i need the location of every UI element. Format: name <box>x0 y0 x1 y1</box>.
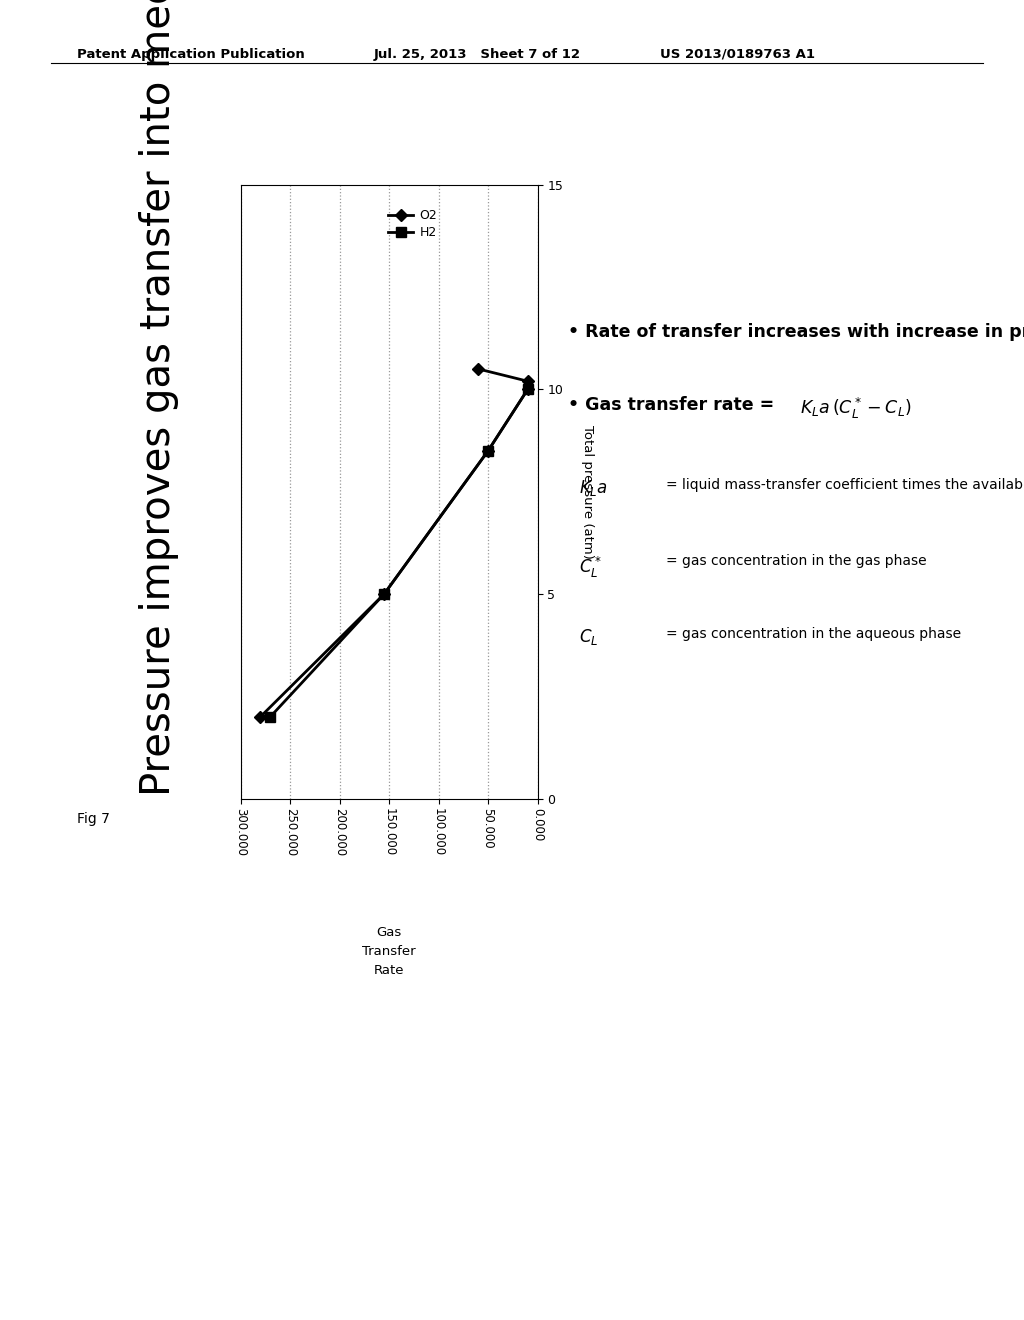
Text: $C^*_L$: $C^*_L$ <box>579 554 601 579</box>
O2 <box>472 362 484 378</box>
O2 <box>482 444 495 459</box>
Text: = gas concentration in the aqueous phase: = gas concentration in the aqueous phase <box>666 627 961 642</box>
Text: $C_L$: $C_L$ <box>579 627 598 647</box>
Line: O2: O2 <box>256 364 531 721</box>
H2 <box>264 709 276 725</box>
Text: • Gas transfer rate =: • Gas transfer rate = <box>568 396 780 414</box>
O2 <box>378 586 390 602</box>
Text: $K_L a\,(C^*_L - C_L)$: $K_L a\,(C^*_L - C_L)$ <box>800 396 911 421</box>
O2 <box>521 381 534 397</box>
Text: US 2013/0189763 A1: US 2013/0189763 A1 <box>660 48 815 61</box>
O2 <box>521 374 534 389</box>
Text: Pressure improves gas transfer into media: Pressure improves gas transfer into medi… <box>138 0 179 796</box>
Legend: O2, H2: O2, H2 <box>388 210 437 239</box>
H2 <box>378 586 390 602</box>
Text: = liquid mass-transfer coefficient times the available surface area: = liquid mass-transfer coefficient times… <box>666 478 1024 492</box>
Text: Jul. 25, 2013   Sheet 7 of 12: Jul. 25, 2013 Sheet 7 of 12 <box>374 48 581 61</box>
H2 <box>521 381 534 397</box>
O2 <box>254 709 266 725</box>
Line: H2: H2 <box>265 384 532 722</box>
Text: • Rate of transfer increases with increase in pressure: • Rate of transfer increases with increa… <box>568 323 1024 342</box>
Y-axis label: Total pressure (atm): Total pressure (atm) <box>581 425 594 558</box>
Text: $K_L a$: $K_L a$ <box>579 478 607 498</box>
Text: Patent Application Publication: Patent Application Publication <box>77 48 304 61</box>
H2 <box>482 444 495 459</box>
Text: = gas concentration in the gas phase: = gas concentration in the gas phase <box>666 554 927 569</box>
X-axis label: Gas
Transfer
Rate: Gas Transfer Rate <box>362 925 416 977</box>
Text: Fig 7: Fig 7 <box>77 812 110 826</box>
